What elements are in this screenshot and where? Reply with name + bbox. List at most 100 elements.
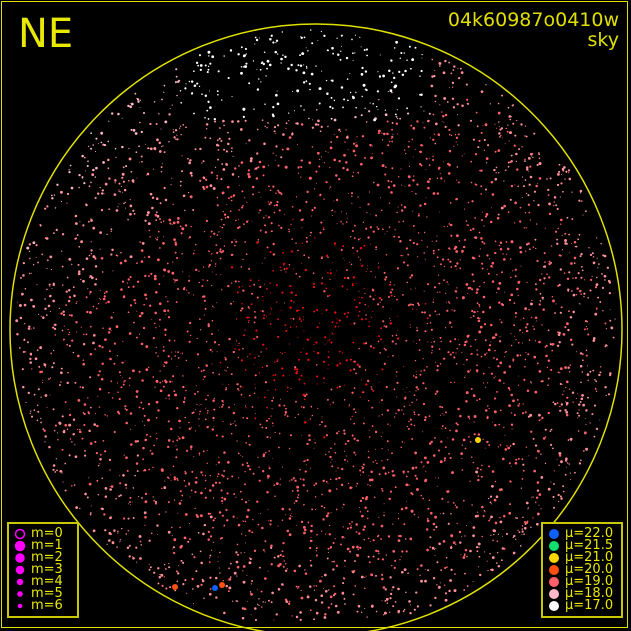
star-point — [345, 56, 349, 60]
star-point — [195, 476, 198, 479]
star-point — [409, 612, 412, 615]
star-point — [397, 206, 399, 208]
star-point — [427, 569, 430, 572]
star-point — [565, 386, 567, 389]
star-point — [425, 157, 428, 160]
star-point — [539, 300, 542, 302]
star-point — [208, 266, 210, 268]
star-point — [223, 124, 225, 127]
star-point — [244, 119, 247, 122]
star-point — [110, 230, 112, 232]
star-point — [290, 63, 293, 67]
star-point — [134, 132, 138, 135]
star-point — [202, 450, 205, 453]
star-point — [106, 415, 108, 417]
star-point — [404, 149, 406, 151]
star-point — [565, 411, 569, 414]
star-point — [502, 457, 505, 461]
star-point — [306, 464, 307, 466]
star-point — [245, 143, 247, 145]
star-point — [256, 128, 259, 131]
star-point — [384, 278, 387, 281]
star-point — [288, 374, 290, 376]
star-point — [558, 341, 561, 344]
star-point — [252, 193, 254, 196]
star-point — [111, 397, 114, 399]
star-point — [221, 226, 224, 229]
star-point — [124, 483, 128, 487]
star-point — [516, 399, 519, 401]
star-point — [298, 316, 300, 318]
star-point — [231, 96, 233, 98]
star-point — [262, 174, 265, 177]
star-point — [329, 278, 331, 280]
star-point — [111, 248, 114, 252]
star-point — [587, 297, 589, 299]
star-point — [164, 120, 168, 124]
star-point — [342, 223, 344, 225]
star-point — [144, 293, 147, 297]
star-point — [207, 50, 211, 54]
star-point — [41, 253, 43, 256]
star-point — [174, 279, 177, 282]
star-point — [564, 409, 567, 412]
star-point — [269, 313, 271, 315]
star-point — [232, 515, 235, 518]
star-point — [449, 353, 452, 356]
star-point — [396, 211, 398, 214]
star-point — [191, 470, 194, 473]
star-point — [495, 172, 497, 174]
star-point — [202, 532, 205, 536]
star-point — [286, 386, 289, 389]
star-point — [149, 304, 152, 307]
star-point — [289, 480, 291, 482]
star-point — [231, 282, 233, 284]
star-point — [296, 524, 298, 526]
star-point — [478, 566, 480, 568]
star-point — [266, 288, 268, 290]
star-point — [508, 140, 510, 142]
star-point — [28, 250, 31, 253]
star-point — [288, 533, 292, 537]
star-point — [525, 352, 527, 354]
star-point — [46, 259, 49, 262]
star-point — [456, 522, 458, 524]
star-point — [282, 374, 285, 377]
star-point — [391, 122, 394, 124]
star-point — [436, 561, 439, 564]
star-point — [211, 253, 213, 255]
star-point — [565, 457, 568, 460]
star-point — [443, 279, 445, 281]
star-point — [232, 600, 234, 602]
star-point — [162, 145, 164, 147]
star-point — [209, 554, 212, 557]
star-point — [369, 226, 372, 229]
star-point — [162, 236, 164, 238]
star-point — [340, 50, 342, 52]
star-point — [431, 349, 433, 351]
star-point — [36, 419, 39, 422]
star-point — [444, 113, 448, 117]
star-point — [414, 359, 417, 362]
star-point — [286, 147, 290, 151]
star-point — [245, 442, 247, 444]
star-point — [92, 226, 96, 230]
star-point — [467, 201, 470, 204]
star-point — [190, 174, 193, 177]
star-point — [563, 390, 565, 392]
star-point — [258, 160, 262, 164]
star-point — [393, 235, 396, 238]
star-point — [98, 143, 99, 145]
star-point — [452, 541, 456, 544]
star-point — [510, 344, 513, 347]
star-point — [368, 305, 369, 307]
star-point — [277, 53, 279, 55]
star-point — [232, 155, 234, 157]
star-point — [175, 68, 178, 71]
star-point — [37, 410, 40, 413]
star-point — [477, 475, 480, 477]
star-point — [538, 152, 540, 154]
star-point — [424, 418, 427, 422]
star-point — [346, 269, 348, 271]
star-point — [119, 191, 121, 193]
